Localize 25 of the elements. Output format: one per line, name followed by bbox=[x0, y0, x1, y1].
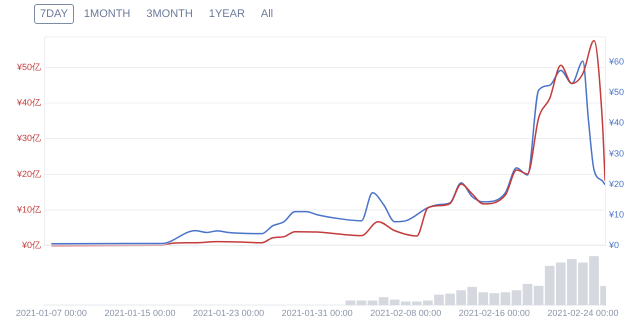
x-tick-label: 2021-01-23 00:00 bbox=[193, 308, 264, 318]
y2-tick-label: ¥10 bbox=[608, 210, 624, 220]
x-tick-label: 2021-01-31 00:00 bbox=[282, 308, 353, 318]
y-tick-label: ¥10亿 bbox=[16, 204, 41, 214]
y-tick-label: ¥50亿 bbox=[16, 62, 41, 72]
y-tick-label: ¥0亿 bbox=[20, 240, 41, 250]
y2-tick-label: ¥20 bbox=[608, 178, 624, 189]
y2-tick-label: ¥40 bbox=[608, 118, 624, 128]
y2-tick-label: ¥50 bbox=[608, 87, 624, 98]
x-tick-label: 2021-01-07 00:00 bbox=[16, 308, 87, 318]
text: 7DAY bbox=[34, 4, 74, 24]
y2-tick-label: ¥60 bbox=[608, 56, 624, 67]
text: All bbox=[260, 7, 274, 22]
text: 1MONTH bbox=[82, 7, 132, 22]
y2-tick-label: ¥30 bbox=[608, 148, 624, 158]
x-tick-label: 2021-01-15 00:00 bbox=[104, 308, 176, 318]
text: 3MONTH bbox=[145, 7, 194, 22]
y-tick-label: ¥30亿 bbox=[16, 133, 41, 144]
y-tick-label: ¥20亿 bbox=[16, 168, 41, 179]
text: 1YEAR bbox=[208, 7, 246, 22]
x-tick-label: 2021-02-16 00:00 bbox=[458, 308, 530, 318]
x-tick-label: 2021-02-24 00:00 bbox=[547, 308, 618, 318]
y-tick-label: ¥40亿 bbox=[16, 98, 41, 108]
x-tick-label: 2021-02-08 00:00 bbox=[370, 308, 442, 318]
y2-tick-label: ¥0 bbox=[608, 240, 620, 250]
